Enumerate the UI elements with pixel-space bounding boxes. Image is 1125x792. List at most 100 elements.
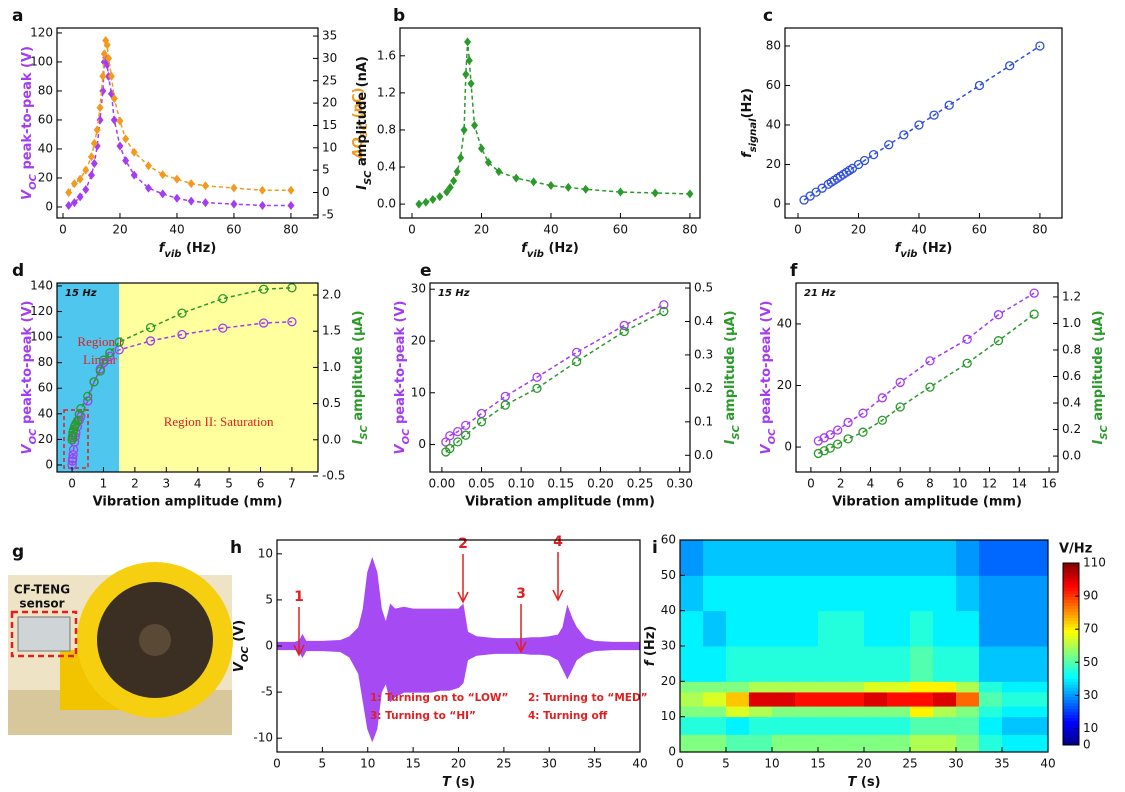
marker (914, 120, 924, 130)
region-label: Region II: Saturation (164, 414, 274, 429)
marker (446, 182, 454, 192)
marker (65, 201, 73, 211)
colorbar-step (1063, 590, 1079, 594)
label-part: SC (359, 122, 370, 137)
x-tick-label: 0.10 (508, 477, 535, 491)
colorbar-step (1063, 702, 1079, 707)
colorbar-step (1063, 675, 1079, 679)
heat-cell (979, 646, 1003, 682)
label-part: V (759, 443, 774, 454)
colorbar-step (1063, 699, 1079, 704)
x-axis-label: fvib (Hz) (159, 241, 217, 260)
heat-cell (1002, 540, 1026, 576)
colorbar-step (1063, 735, 1079, 740)
heat-cell (772, 681, 796, 693)
label-part: I (355, 185, 370, 190)
x-tick-label: 20 (451, 757, 466, 771)
marker (460, 125, 468, 135)
heat-cell (864, 610, 888, 647)
heat-cell (956, 716, 980, 735)
y-tick-label: 10 (661, 709, 676, 723)
marker (145, 322, 156, 333)
y-tick-label: 20 (411, 333, 426, 347)
y-tick-label: 50 (661, 568, 676, 582)
heat-cell (956, 610, 980, 647)
colorbar-step (1063, 726, 1079, 731)
x-tick-label: 60 (613, 223, 628, 237)
marker (159, 170, 167, 180)
x-axis-label: Vibration amplitude (mm) (465, 495, 655, 510)
label-part: (Hz) (643, 626, 658, 661)
marker (884, 140, 894, 150)
colorbar-tick-label: 0 (1083, 738, 1091, 752)
heat-cell (703, 681, 727, 693)
heat-cell (1025, 610, 1049, 647)
colorbar-step (1063, 729, 1079, 734)
label-part: I (1091, 440, 1106, 445)
heat-cell (795, 575, 819, 612)
heat-cell (772, 706, 796, 718)
heat-cell (703, 716, 727, 735)
x-tick-label: 0.30 (666, 477, 693, 491)
photo-label: CF-TENG (14, 583, 70, 597)
label-part: (V) (232, 620, 247, 646)
colorbar-step (1063, 660, 1079, 664)
x-tick-label: 40 (543, 223, 558, 237)
highlight-box (63, 409, 89, 469)
marker (258, 185, 266, 195)
y-tick-label: 1.6 (377, 48, 396, 62)
heat-cell (910, 716, 934, 735)
marker (122, 156, 130, 166)
colorbar-step (1063, 611, 1079, 616)
heat-cell (1002, 734, 1026, 753)
marker (287, 185, 295, 195)
plot-frame (784, 27, 1063, 219)
label-part: peak-to-peak (V) (759, 301, 774, 429)
y-tick-label: 0 (668, 745, 676, 759)
y2-tick-label: 0.1 (694, 414, 713, 428)
heat-cell (818, 540, 842, 576)
x-tick-label: 0.25 (627, 477, 654, 491)
marker (929, 110, 939, 120)
heat-cell (1025, 734, 1049, 753)
x-tick-label: 6 (896, 477, 904, 491)
y-tick-label: 0.0 (377, 197, 396, 211)
heat-cell (726, 681, 750, 693)
heat-cell (910, 646, 934, 682)
marker (858, 408, 868, 418)
x-tick-label: 3 (162, 477, 170, 491)
marker (98, 355, 109, 365)
sensor-highlight (10, 610, 78, 658)
heat-cell (772, 734, 796, 753)
y2-tick-label: 0.5 (694, 281, 713, 295)
colorbar-step (1063, 723, 1079, 728)
heat-cell (933, 540, 957, 576)
y2-tick-label: 1.0 (1062, 316, 1081, 330)
colorbar-step (1063, 681, 1079, 685)
heat-cell (1025, 716, 1049, 735)
marker (173, 174, 181, 184)
marker (453, 167, 461, 177)
label-part: I (723, 440, 738, 445)
panel-letter: i (652, 538, 658, 558)
heat-cell (726, 734, 750, 753)
marker (114, 337, 124, 347)
label-part: OC (401, 428, 412, 445)
heat-cell (887, 681, 911, 693)
heat-cell (726, 706, 750, 718)
marker (453, 437, 463, 447)
heat-cell (703, 734, 727, 753)
colorbar-step (1063, 575, 1079, 579)
marker (512, 173, 520, 183)
colorbar-tick-label: 70 (1083, 622, 1098, 636)
y2-tick-label: 1.2 (1062, 289, 1081, 303)
heat-cell (841, 706, 865, 718)
x-tick-label: 15 (810, 757, 825, 771)
heat-cell (979, 575, 1003, 612)
y-tick-label: 0 (773, 196, 781, 210)
y-tick-label: 20 (661, 674, 676, 688)
marker (230, 183, 238, 193)
x-tick-label: 0 (408, 223, 416, 237)
marker (547, 181, 555, 191)
heat-cell (818, 706, 842, 718)
